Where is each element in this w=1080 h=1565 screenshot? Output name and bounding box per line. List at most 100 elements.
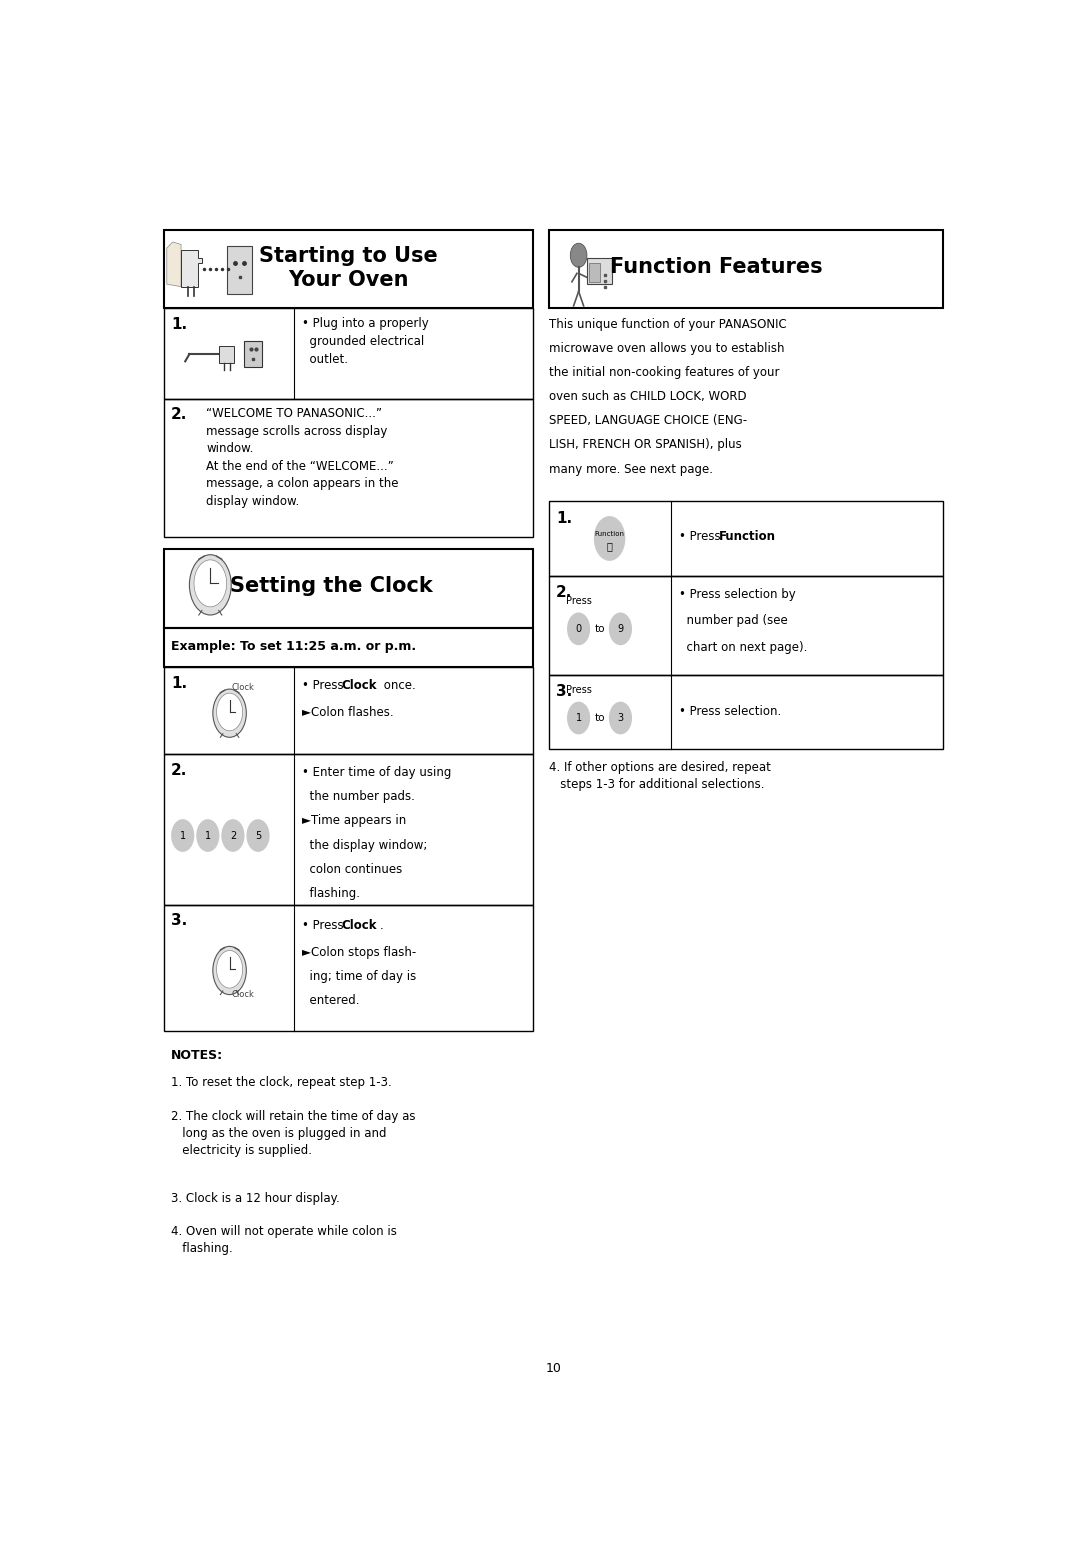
Bar	[164, 308, 532, 399]
Text: the display window;: the display window;	[302, 839, 428, 851]
Circle shape	[194, 560, 227, 607]
Circle shape	[247, 820, 269, 851]
Text: oven such as CHILD LOCK, WORD: oven such as CHILD LOCK, WORD	[550, 390, 747, 404]
Text: LISH, FRENCH OR SPANISH), plus: LISH, FRENCH OR SPANISH), plus	[550, 438, 742, 451]
Text: Example: To set 11:25 a.m. or p.m.: Example: To set 11:25 a.m. or p.m.	[171, 640, 416, 653]
Text: ►Colon stops flash-: ►Colon stops flash-	[302, 945, 417, 959]
Text: Function Features: Function Features	[610, 257, 823, 277]
Circle shape	[216, 693, 243, 731]
Text: 10: 10	[545, 1362, 562, 1376]
Text: Setting the Clock: Setting the Clock	[230, 576, 433, 596]
Text: 3.: 3.	[556, 684, 572, 700]
Text: .: .	[771, 529, 774, 543]
Text: the number pads.: the number pads.	[302, 790, 416, 803]
Bar	[164, 905, 532, 1031]
Bar	[218, 346, 233, 363]
Text: 1.: 1.	[171, 316, 187, 332]
Text: ►Colon flashes.: ►Colon flashes.	[302, 706, 394, 718]
Text: to: to	[594, 714, 605, 723]
Text: once.: once.	[380, 679, 416, 692]
Text: microwave oven allows you to establish: microwave oven allows you to establish	[550, 343, 785, 355]
Text: Press: Press	[566, 685, 592, 695]
Text: 1: 1	[179, 831, 186, 840]
Text: 2.: 2.	[556, 585, 572, 601]
Circle shape	[594, 516, 624, 560]
Bar	[164, 667, 532, 754]
Text: 3. Clock is a 12 hour display.: 3. Clock is a 12 hour display.	[171, 1191, 340, 1205]
Text: colon continues: colon continues	[302, 862, 403, 876]
Text: number pad (see: number pad (see	[679, 615, 787, 628]
Text: 3.: 3.	[171, 914, 187, 928]
Text: flashing.: flashing.	[302, 887, 361, 900]
Text: 0: 0	[576, 624, 582, 634]
Polygon shape	[166, 243, 181, 286]
Text: many more. See next page.: many more. See next page.	[550, 463, 713, 476]
Circle shape	[609, 613, 632, 645]
Circle shape	[568, 613, 590, 645]
Bar	[164, 628, 532, 667]
Text: Clock: Clock	[341, 919, 377, 933]
Text: 1: 1	[576, 714, 582, 723]
Text: 1.: 1.	[171, 676, 187, 690]
Text: 9: 9	[618, 624, 623, 634]
Circle shape	[213, 689, 246, 737]
Text: SPEED, LANGUAGE CHOICE (ENG-: SPEED, LANGUAGE CHOICE (ENG-	[550, 415, 747, 427]
Bar	[589, 263, 600, 282]
Text: • Press: • Press	[679, 529, 725, 543]
Text: 1.: 1.	[556, 510, 572, 526]
Text: 2.: 2.	[171, 762, 187, 778]
Bar	[164, 230, 532, 308]
Text: • Press: • Press	[302, 919, 348, 933]
Bar	[164, 549, 532, 628]
Bar	[244, 341, 262, 368]
Bar	[550, 675, 943, 750]
Text: 2. The clock will retain the time of day as
   long as the oven is plugged in an: 2. The clock will retain the time of day…	[171, 1110, 416, 1157]
Text: 1. To reset the clock, repeat step 1-3.: 1. To reset the clock, repeat step 1-3.	[171, 1075, 392, 1089]
Bar	[550, 501, 943, 576]
Circle shape	[570, 243, 588, 268]
Circle shape	[213, 947, 246, 995]
Circle shape	[609, 703, 632, 734]
Bar	[164, 399, 532, 537]
Circle shape	[189, 554, 231, 615]
Text: • Plug into a properly
  grounded electrical
  outlet.: • Plug into a properly grounded electric…	[302, 316, 429, 366]
Text: 4. Oven will not operate while colon is
   flashing.: 4. Oven will not operate while colon is …	[171, 1225, 396, 1255]
Text: Function: Function	[595, 531, 624, 537]
Text: 4. If other options are desired, repeat
   steps 1-3 for additional selections.: 4. If other options are desired, repeat …	[550, 762, 771, 792]
Text: Starting to Use: Starting to Use	[259, 246, 437, 266]
Bar	[164, 754, 532, 905]
Text: 2.: 2.	[171, 407, 187, 423]
Text: 2: 2	[230, 831, 237, 840]
Text: to: to	[594, 624, 605, 634]
Circle shape	[216, 950, 243, 988]
Text: ing; time of day is: ing; time of day is	[302, 970, 417, 983]
Circle shape	[172, 820, 193, 851]
Text: Function: Function	[718, 529, 775, 543]
Bar	[550, 576, 943, 675]
Text: Your Oven: Your Oven	[288, 269, 408, 290]
Text: Clock: Clock	[231, 989, 255, 998]
Text: Clock: Clock	[341, 679, 377, 692]
Text: • Press selection.: • Press selection.	[679, 706, 781, 718]
Text: Clock: Clock	[231, 682, 255, 692]
Text: NOTES:: NOTES:	[171, 1050, 224, 1063]
Text: 1: 1	[205, 831, 211, 840]
Text: ⓒ: ⓒ	[607, 540, 612, 551]
Text: ►Time appears in: ►Time appears in	[302, 814, 407, 828]
Text: 5: 5	[255, 831, 261, 840]
Text: Press: Press	[566, 596, 592, 606]
Text: • Enter time of day using: • Enter time of day using	[302, 767, 451, 779]
Text: .: .	[380, 919, 384, 933]
Text: the initial non-cooking features of your: the initial non-cooking features of your	[550, 366, 780, 379]
Text: “WELCOME TO PANASONIC...”
message scrolls across display
window.
At the end of t: “WELCOME TO PANASONIC...” message scroll…	[206, 407, 399, 507]
Polygon shape	[181, 250, 202, 286]
Circle shape	[568, 703, 590, 734]
Text: • Press selection by: • Press selection by	[679, 588, 796, 601]
Bar	[550, 230, 943, 308]
Text: chart on next page).: chart on next page).	[679, 642, 808, 654]
Polygon shape	[227, 246, 253, 294]
Circle shape	[197, 820, 218, 851]
Text: entered.: entered.	[302, 994, 360, 1006]
Bar	[588, 258, 612, 285]
Text: 3: 3	[618, 714, 623, 723]
